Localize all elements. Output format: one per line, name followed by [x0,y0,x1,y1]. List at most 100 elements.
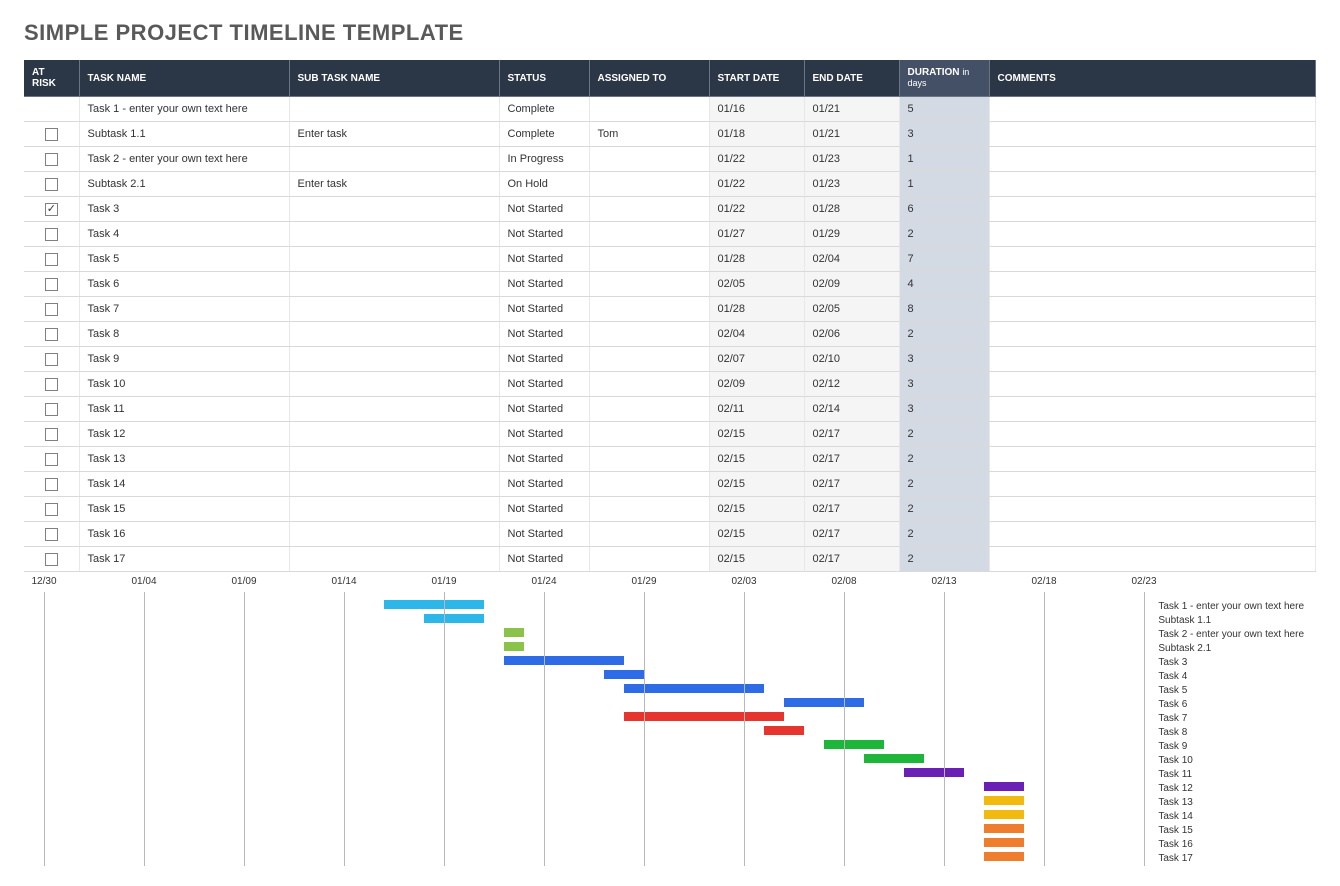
duration-cell[interactable]: 2 [899,522,989,547]
at-risk-checkbox[interactable] [45,503,58,516]
status-cell[interactable]: Not Started [499,522,589,547]
sub-task-cell[interactable] [289,472,499,497]
at-risk-checkbox[interactable] [45,553,58,566]
comments-cell[interactable] [989,497,1316,522]
end-date-cell[interactable]: 02/17 [804,472,899,497]
task-name-cell[interactable]: Task 3 [79,197,289,222]
gantt-bar[interactable] [984,796,1024,805]
task-name-cell[interactable]: Task 9 [79,347,289,372]
end-date-cell[interactable]: 02/17 [804,522,899,547]
sub-task-cell[interactable] [289,147,499,172]
at-risk-cell[interactable] [24,372,79,397]
assigned-cell[interactable] [589,297,709,322]
at-risk-cell[interactable] [24,347,79,372]
assigned-cell[interactable] [589,447,709,472]
status-cell[interactable]: Not Started [499,547,589,572]
end-date-cell[interactable]: 02/14 [804,397,899,422]
sub-task-cell[interactable] [289,372,499,397]
comments-cell[interactable] [989,297,1316,322]
status-cell[interactable]: Not Started [499,297,589,322]
duration-cell[interactable]: 6 [899,197,989,222]
end-date-cell[interactable]: 02/06 [804,322,899,347]
status-cell[interactable]: In Progress [499,147,589,172]
comments-cell[interactable] [989,272,1316,297]
at-risk-checkbox[interactable] [45,403,58,416]
task-name-cell[interactable]: Task 17 [79,547,289,572]
start-date-cell[interactable]: 01/16 [709,97,804,122]
end-date-cell[interactable]: 01/28 [804,197,899,222]
duration-cell[interactable]: 2 [899,447,989,472]
assigned-cell[interactable] [589,422,709,447]
at-risk-checkbox[interactable] [45,178,58,191]
task-name-cell[interactable]: Task 15 [79,497,289,522]
at-risk-cell[interactable] [24,247,79,272]
assigned-cell[interactable] [589,372,709,397]
end-date-cell[interactable]: 01/29 [804,222,899,247]
at-risk-cell[interactable] [24,472,79,497]
assigned-cell[interactable] [589,197,709,222]
task-name-cell[interactable]: Task 11 [79,397,289,422]
task-name-cell[interactable]: Task 1 - enter your own text here [79,97,289,122]
status-cell[interactable]: Not Started [499,447,589,472]
status-cell[interactable]: Not Started [499,372,589,397]
at-risk-cell[interactable] [24,322,79,347]
at-risk-cell[interactable] [24,547,79,572]
duration-cell[interactable]: 2 [899,547,989,572]
assigned-cell[interactable] [589,172,709,197]
status-cell[interactable]: Not Started [499,472,589,497]
status-cell[interactable]: Not Started [499,222,589,247]
at-risk-checkbox[interactable] [45,253,58,266]
status-cell[interactable]: Not Started [499,197,589,222]
assigned-cell[interactable] [589,272,709,297]
start-date-cell[interactable]: 02/09 [709,372,804,397]
gantt-bar[interactable] [424,614,484,623]
at-risk-checkbox[interactable] [45,428,58,441]
at-risk-cell[interactable] [24,422,79,447]
gantt-bar[interactable] [384,600,484,609]
start-date-cell[interactable]: 02/15 [709,547,804,572]
start-date-cell[interactable]: 01/22 [709,147,804,172]
duration-cell[interactable]: 8 [899,297,989,322]
at-risk-cell[interactable] [24,147,79,172]
sub-task-cell[interactable] [289,347,499,372]
gantt-bar[interactable] [904,768,964,777]
at-risk-checkbox[interactable] [45,153,58,166]
task-name-cell[interactable]: Task 13 [79,447,289,472]
sub-task-cell[interactable] [289,247,499,272]
at-risk-checkbox[interactable] [45,128,58,141]
status-cell[interactable]: Complete [499,97,589,122]
end-date-cell[interactable]: 02/17 [804,497,899,522]
assigned-cell[interactable] [589,147,709,172]
assigned-cell[interactable] [589,397,709,422]
sub-task-cell[interactable]: Enter task [289,172,499,197]
start-date-cell[interactable]: 02/15 [709,472,804,497]
comments-cell[interactable] [989,247,1316,272]
task-name-cell[interactable]: Task 2 - enter your own text here [79,147,289,172]
gantt-bar[interactable] [624,712,784,721]
start-date-cell[interactable]: 02/15 [709,422,804,447]
end-date-cell[interactable]: 01/23 [804,172,899,197]
task-name-cell[interactable]: Task 16 [79,522,289,547]
status-cell[interactable]: Not Started [499,497,589,522]
at-risk-cell[interactable] [24,497,79,522]
gantt-bar[interactable] [504,642,524,651]
gantt-bar[interactable] [984,782,1024,791]
gantt-bar[interactable] [864,754,924,763]
at-risk-checkbox[interactable] [45,453,58,466]
start-date-cell[interactable]: 02/15 [709,497,804,522]
task-name-cell[interactable]: Task 8 [79,322,289,347]
task-name-cell[interactable]: Task 10 [79,372,289,397]
duration-cell[interactable]: 2 [899,497,989,522]
duration-cell[interactable]: 2 [899,222,989,247]
sub-task-cell[interactable]: Enter task [289,122,499,147]
comments-cell[interactable] [989,347,1316,372]
at-risk-cell[interactable] [24,297,79,322]
at-risk-checkbox[interactable] [45,353,58,366]
gantt-bar[interactable] [984,824,1024,833]
end-date-cell[interactable]: 02/05 [804,297,899,322]
duration-cell[interactable]: 2 [899,422,989,447]
sub-task-cell[interactable] [289,522,499,547]
duration-cell[interactable]: 5 [899,97,989,122]
at-risk-cell[interactable] [24,447,79,472]
start-date-cell[interactable]: 02/07 [709,347,804,372]
